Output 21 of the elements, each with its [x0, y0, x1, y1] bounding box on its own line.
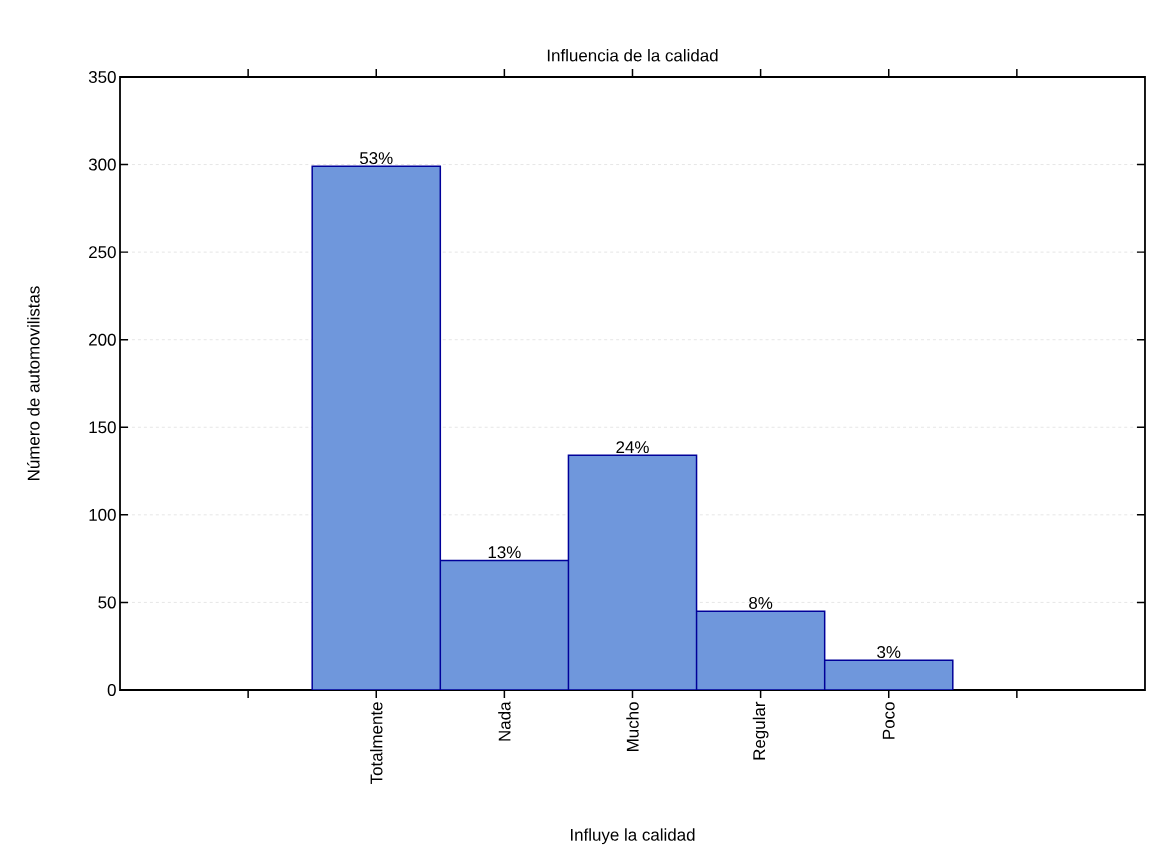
annotation: 3%	[877, 646, 901, 659]
annotation: 13%	[488, 546, 521, 559]
annotation: 24%	[616, 441, 649, 454]
y-tick-label: 200	[89, 333, 116, 346]
y-tick-label: 250	[89, 246, 116, 259]
x-tick-label: Nada	[498, 701, 511, 741]
chart-title: Influencia de la calidad	[547, 49, 718, 62]
x-tick-label: Totalmente	[370, 702, 383, 784]
y-tick-label: 100	[89, 508, 116, 521]
annotation: 8%	[749, 596, 773, 609]
y-tick-label: 150	[89, 421, 116, 434]
y-axis-title: Número de automovilistas	[26, 286, 40, 480]
y-tick-label: 350	[88, 70, 116, 83]
y-tick-label: 300	[88, 158, 116, 171]
y-tick-label: 0	[107, 683, 116, 696]
x-tick-label: Regular	[752, 701, 769, 760]
x-axis-title: Influye la calidad	[570, 828, 695, 845]
x-tick-label: Mucho	[626, 702, 639, 751]
x-tick-label: Poco	[882, 702, 895, 739]
annotation: 53%	[359, 152, 393, 165]
y-tick-label: 50	[98, 596, 116, 609]
